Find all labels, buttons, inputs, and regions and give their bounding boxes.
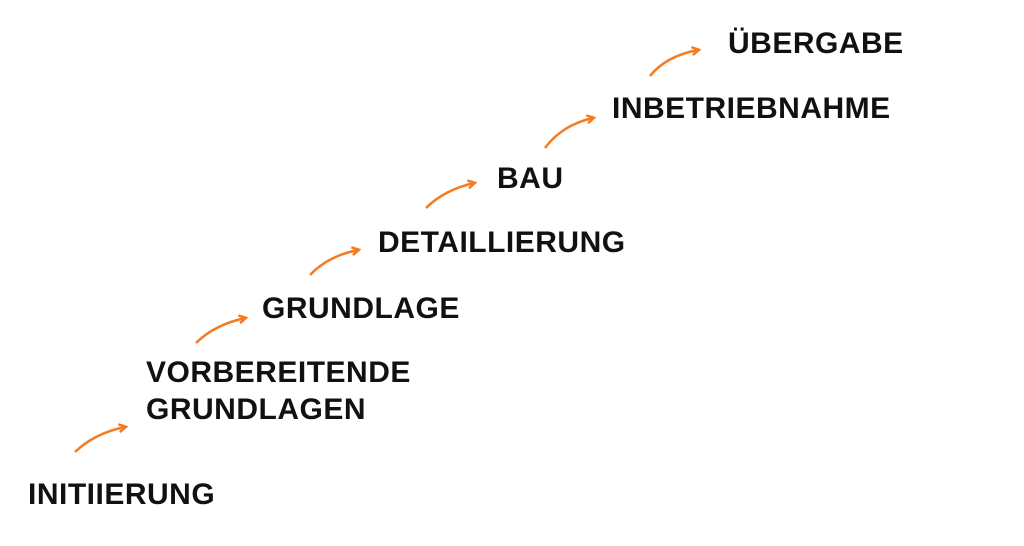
arrow-icon	[74, 427, 125, 453]
step-grundlage: Grundlage	[262, 292, 460, 325]
step-uebergabe: Übergabe	[728, 27, 904, 60]
step-vorbereitende-line2: Grundlagen	[146, 393, 366, 426]
arrow-icon	[425, 183, 474, 209]
step-detaillierung: Detaillierung	[378, 226, 626, 259]
arrow-icon	[195, 318, 245, 344]
arrow-icon	[543, 118, 593, 149]
step-inbetriebnahme: Inbetriebnahme	[612, 92, 891, 125]
arrow-icon	[309, 250, 358, 276]
arrow-icon	[649, 50, 698, 77]
step-vorbereitende-line1: Vorbereitende	[146, 356, 411, 389]
step-initiierung: Initiierung	[28, 478, 216, 511]
step-bau: Bau	[497, 162, 564, 195]
